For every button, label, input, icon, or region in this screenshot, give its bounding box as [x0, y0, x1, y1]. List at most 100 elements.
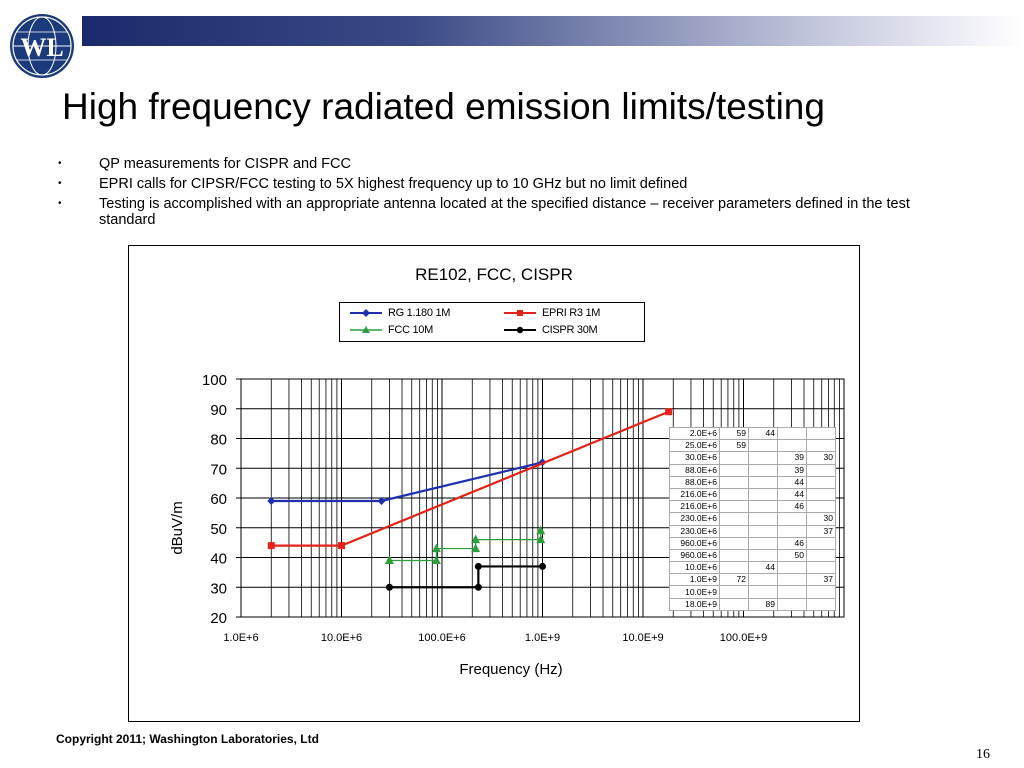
- legend-line-triangle-icon: [350, 326, 382, 333]
- table-cell: [719, 597, 749, 611]
- table-row: 25.0E+6 59: [669, 439, 836, 453]
- company-logo: WL: [8, 12, 76, 80]
- table-cell: [806, 585, 836, 599]
- table-cell: [719, 487, 749, 502]
- table-cell: [777, 585, 807, 599]
- data-point: [536, 525, 546, 535]
- table-row: 10.0E+9: [669, 585, 836, 599]
- data-point: [539, 562, 546, 570]
- table-cell: 960.0E+6: [669, 536, 720, 550]
- bullet-list: • QP measurements for CISPR and FCC • EPRI…: [58, 156, 958, 232]
- table-cell: [777, 597, 807, 611]
- data-point: [474, 583, 482, 591]
- data-point: [431, 555, 441, 564]
- table-cell: [719, 536, 749, 550]
- chart-data-table: 2.0E+6 59 44 25.0E+6 59 30.0E+6 39 30 88.0E+6 39 8…: [669, 426, 836, 611]
- table-cell: 18.0E+9: [669, 597, 720, 611]
- table-cell: [806, 536, 836, 550]
- table-cell: 89: [748, 597, 778, 611]
- x-tick-label: 1.0E+9: [525, 632, 560, 644]
- legend-label: EPRI R3 1M: [542, 307, 601, 319]
- table-cell: [777, 512, 807, 526]
- table-cell: 39: [777, 451, 807, 465]
- table-cell: [806, 500, 836, 514]
- series-line: [389, 565, 543, 589]
- table-cell: [719, 500, 749, 514]
- legend-label: RG 1.180 1M: [388, 307, 451, 319]
- table-cell: 50: [777, 548, 807, 563]
- table-cell: 46: [777, 500, 807, 514]
- table-cell: 46: [777, 536, 807, 550]
- table-cell: [719, 451, 749, 465]
- series-1: [267, 408, 673, 550]
- table-cell: 59: [719, 439, 749, 453]
- table-row: 960.0E+6 50: [669, 548, 836, 563]
- bullet-icon: •: [58, 178, 62, 189]
- data-point: [474, 562, 482, 570]
- table-cell: 10.0E+6: [669, 561, 720, 575]
- table-cell: 230.0E+6: [669, 524, 720, 538]
- x-tick-label: 10.0E+9: [622, 632, 663, 644]
- table-cell: [806, 561, 836, 575]
- table-row: 88.0E+6 39: [669, 463, 836, 477]
- data-point: [536, 534, 546, 544]
- table-cell: [748, 451, 778, 465]
- bullet-text: QP measurements for CISPR and FCC: [99, 156, 351, 172]
- table-cell: [748, 463, 778, 477]
- table-cell: 44: [777, 487, 807, 502]
- table-cell: [777, 524, 807, 538]
- data-point: [665, 408, 673, 416]
- page-number: 16: [976, 747, 990, 762]
- bullet-item: • Testing is accomplished with an appropr…: [58, 196, 958, 228]
- table-cell: [719, 561, 749, 575]
- y-tick-label: 60: [210, 491, 227, 508]
- table-cell: [806, 487, 836, 502]
- table-cell: [806, 439, 836, 453]
- table-row: 2.0E+6 59 44: [669, 426, 836, 441]
- series-lines: [267, 408, 673, 591]
- bullet-item: • QP measurements for CISPR and FCC: [58, 156, 958, 172]
- table-cell: [748, 585, 778, 599]
- legend-line-square-icon: [504, 310, 536, 316]
- table-cell: [777, 439, 807, 453]
- table-cell: 960.0E+6: [669, 548, 720, 563]
- header-gradient-bar: [82, 16, 1024, 46]
- y-axis-label: dBuV/m: [169, 501, 186, 554]
- copyright-notice: Copyright 2011; Washington Laboratories,…: [56, 732, 319, 746]
- data-point: [385, 583, 393, 591]
- table-row: 18.0E+9 89: [669, 597, 836, 611]
- legend-label: CISPR 30M: [542, 324, 598, 336]
- table-cell: 216.0E+6: [669, 487, 720, 502]
- table-cell: 88.0E+6: [669, 475, 720, 489]
- bullet-icon: •: [58, 158, 62, 169]
- bullet-icon: •: [58, 198, 62, 209]
- bullet-item: • EPRI calls for CIPSR/FCC testing to 5X …: [58, 176, 958, 192]
- table-row: 30.0E+6 39 30: [669, 451, 836, 465]
- table-cell: [748, 439, 778, 453]
- page-title: High frequency radiated emission limits/…: [62, 86, 825, 127]
- table-cell: 30: [806, 512, 836, 526]
- x-tick-label: 100.0E+6: [418, 632, 465, 644]
- data-point: [377, 496, 386, 505]
- table-cell: [806, 463, 836, 477]
- table-cell: 44: [748, 561, 778, 575]
- bullet-text: EPRI calls for CIPSR/FCC testing to 5X h…: [99, 176, 688, 192]
- table-cell: [748, 536, 778, 550]
- table-cell: 39: [777, 463, 807, 477]
- table-cell: [719, 585, 749, 599]
- table-cell: [719, 463, 749, 477]
- y-tick-label: 90: [210, 402, 227, 419]
- table-cell: 72: [719, 573, 749, 587]
- data-point: [267, 542, 275, 550]
- axes: 20 30 40 50 60 70 80 90 100 1.0E+6 10.0E+6 100.0E+6…: [202, 372, 767, 644]
- table-cell: [806, 597, 836, 611]
- data-point: [471, 543, 481, 553]
- chart-frame: RE102, FCC, CISPR Frequency (Hz) dBuV/m …: [128, 245, 860, 722]
- table-cell: 10.0E+9: [669, 585, 720, 599]
- table-cell: [777, 426, 807, 441]
- table-cell: 59: [719, 426, 749, 441]
- table-row: 960.0E+6 46: [669, 536, 836, 550]
- table-cell: [748, 487, 778, 502]
- bullet-text: Testing is accomplished with an appropri…: [99, 196, 910, 228]
- data-point: [431, 543, 441, 553]
